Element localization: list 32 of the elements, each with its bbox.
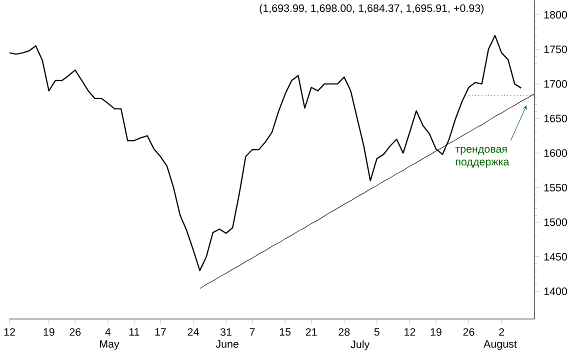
text: August [484, 340, 517, 350]
y-tick-label: 1600 [544, 149, 567, 157]
x-tick-label: 21 [306, 328, 317, 336]
x-tick-label: 2 [499, 328, 504, 336]
y-tick-label: 1700 [544, 80, 567, 88]
text: May [100, 340, 120, 350]
y-tick-label: 1450 [544, 253, 567, 261]
x-tick-label: 28 [338, 328, 350, 336]
x-tick-label: 15 [280, 328, 291, 336]
x-tick-label: 19 [430, 328, 442, 336]
x-tick-label: 5 [374, 328, 380, 336]
y-tick-label: 1500 [544, 218, 567, 226]
y-tick-label: 1650 [544, 114, 567, 122]
x-tick-label: 12 [4, 328, 15, 336]
x-tick-label: 17 [155, 328, 166, 336]
x-tick-label: 26 [463, 328, 474, 336]
x-tick-label: 24 [188, 328, 199, 336]
x-tick-label: 7 [250, 328, 255, 336]
text: June [216, 340, 238, 348]
x-tick-label: 31 [220, 328, 232, 336]
x-tick-label: 19 [44, 328, 54, 336]
text: July [350, 340, 370, 350]
x-tick-label: 12 [404, 328, 416, 336]
x-tick-label: 26 [70, 328, 81, 336]
y-tick-label: 1400 [544, 288, 567, 296]
y-tick-label: 1800 [544, 11, 567, 19]
y-tick-label: 1550 [544, 184, 567, 192]
y-tick-label: 1750 [544, 46, 567, 54]
x-tick-label: 11 [129, 328, 140, 336]
chart-title: (1,693.99, 1,698.00, 1,684.37, 1,695.91, +0.93) [260, 4, 484, 14]
annotation: трендовая поддержка [455, 146, 510, 168]
x-tick-label: 4 [105, 328, 111, 336]
